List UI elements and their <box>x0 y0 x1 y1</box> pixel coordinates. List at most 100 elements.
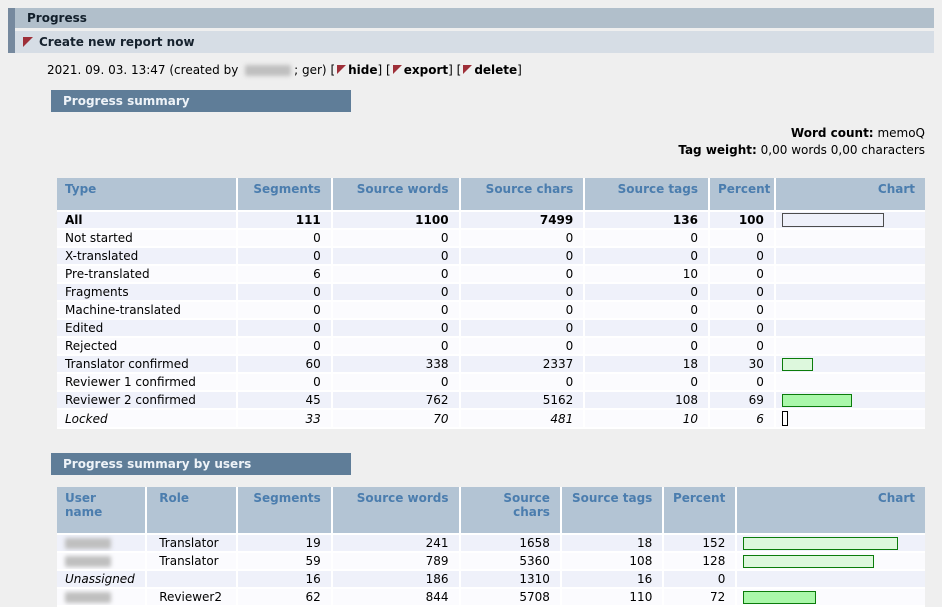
cell-chart <box>774 319 925 338</box>
column-header-type: Type <box>57 178 239 212</box>
export-report-link[interactable]: [export] <box>386 63 453 77</box>
progress-bar <box>743 590 817 604</box>
cell-type: Edited <box>57 319 239 338</box>
cell-segments: 6 <box>237 265 333 284</box>
cell-chart <box>774 283 925 302</box>
cell-chart <box>774 391 925 410</box>
cell-chart <box>774 229 925 248</box>
cell-chart <box>774 373 925 392</box>
cell-segments: 60 <box>237 355 333 374</box>
cell-chart <box>736 570 925 589</box>
cell-percent: 152 <box>663 534 738 553</box>
cell-source-chars: 0 <box>459 247 586 266</box>
cell-source-chars: 0 <box>459 373 586 392</box>
cell-chart <box>774 247 925 266</box>
cell-segments: 45 <box>237 391 333 410</box>
create-report-label: Create new report now <box>39 35 195 49</box>
cell-percent: 0 <box>663 570 738 589</box>
section-heading-progress-by-users: Progress summary by users <box>51 453 351 475</box>
cell-percent: 0 <box>708 319 776 338</box>
cell-source-chars: 5708 <box>459 588 562 607</box>
cell-percent: 0 <box>708 229 776 248</box>
column-header-percent: Percent <box>708 178 776 212</box>
create-report-link[interactable]: Create new report now <box>15 31 934 53</box>
column-header-source-words: Source words <box>331 487 461 535</box>
column-header-user-name: User name <box>57 487 148 535</box>
cell-source-words: 338 <box>331 355 461 374</box>
redacted-username <box>65 592 111 603</box>
cell-source-tags: 0 <box>584 301 710 320</box>
cell-type: Locked <box>57 409 239 429</box>
cell-user-name <box>57 534 148 553</box>
section-heading-progress-summary: Progress summary <box>51 90 351 112</box>
cell-role: Translator <box>146 534 239 553</box>
cell-source-chars: 2337 <box>459 355 586 374</box>
cell-type: Pre-translated <box>57 265 239 284</box>
cell-source-words: 186 <box>331 570 461 589</box>
table-header-row: Type Segments Source words Source chars … <box>57 178 925 212</box>
user-row: Translator 19 241 1658 18 152 <box>57 534 925 553</box>
cell-role: Reviewer2 <box>146 588 239 607</box>
table-header-row: User name Role Segments Source words Sou… <box>57 487 925 535</box>
cell-source-words: 241 <box>331 534 461 553</box>
cell-source-tags: 108 <box>584 391 710 410</box>
cell-chart <box>774 211 925 230</box>
column-header-source-chars: Source chars <box>459 178 586 212</box>
user-row: Unassigned 16 186 1310 16 0 <box>57 570 925 589</box>
column-header-source-chars: Source chars <box>459 487 562 535</box>
cell-type: X-translated <box>57 247 239 266</box>
cell-source-chars: 7499 <box>459 211 586 230</box>
cell-source-tags: 18 <box>560 534 665 553</box>
cell-percent: 30 <box>708 355 776 374</box>
cell-source-tags: 108 <box>560 552 665 571</box>
cell-source-chars: 0 <box>459 319 586 338</box>
cell-percent: 72 <box>663 588 738 607</box>
progress-summary-table: Type Segments Source words Source chars … <box>57 178 925 429</box>
cell-source-tags: 136 <box>584 211 710 230</box>
report-date: 2021. 09. 03. 13:47 <box>47 63 166 77</box>
progress-bar <box>781 393 852 407</box>
cell-user-name <box>57 552 148 571</box>
cell-percent: 100 <box>708 211 776 230</box>
cell-source-chars: 5360 <box>459 552 562 571</box>
column-header-source-tags: Source tags <box>560 487 665 535</box>
red-triangle-icon <box>23 37 33 47</box>
cell-segments: 19 <box>237 534 333 553</box>
cell-source-words: 789 <box>331 552 461 571</box>
cell-source-tags: 10 <box>584 265 710 284</box>
column-header-source-tags: Source tags <box>584 178 710 212</box>
created-by-prefix: (created by <box>169 63 239 77</box>
cell-source-words: 0 <box>331 337 461 356</box>
accent-stripe <box>8 8 15 53</box>
red-triangle-icon <box>463 65 473 74</box>
column-header-percent: Percent <box>663 487 738 535</box>
cell-segments: 16 <box>237 570 333 589</box>
cell-source-tags: 0 <box>584 373 710 392</box>
delete-report-link[interactable]: [delete] <box>456 63 522 77</box>
progress-bar <box>781 411 788 426</box>
cell-segments: 0 <box>237 373 333 392</box>
cell-source-tags: 10 <box>584 409 710 429</box>
summary-row: Translator confirmed 60 338 2337 18 30 <box>57 355 925 374</box>
cell-segments: 59 <box>237 552 333 571</box>
summary-row: Locked 33 70 481 10 6 <box>57 409 925 429</box>
cell-source-tags: 0 <box>584 283 710 302</box>
cell-user-name <box>57 588 148 607</box>
cell-percent: 0 <box>708 373 776 392</box>
column-header-source-words: Source words <box>331 178 461 212</box>
cell-type: Reviewer 2 confirmed <box>57 391 239 410</box>
cell-source-words: 1100 <box>331 211 461 230</box>
cell-segments: 62 <box>237 588 333 607</box>
cell-segments: 0 <box>237 319 333 338</box>
cell-source-tags: 110 <box>560 588 665 607</box>
column-header-segments: Segments <box>237 487 333 535</box>
cell-source-tags: 18 <box>584 355 710 374</box>
cell-type: Not started <box>57 229 239 248</box>
cell-source-words: 70 <box>331 409 461 429</box>
column-header-segments: Segments <box>237 178 333 212</box>
cell-percent: 0 <box>708 265 776 284</box>
hide-report-link[interactable]: [hide] <box>330 63 383 77</box>
cell-type: Rejected <box>57 337 239 356</box>
redacted-username <box>245 65 292 76</box>
cell-percent: 0 <box>708 337 776 356</box>
